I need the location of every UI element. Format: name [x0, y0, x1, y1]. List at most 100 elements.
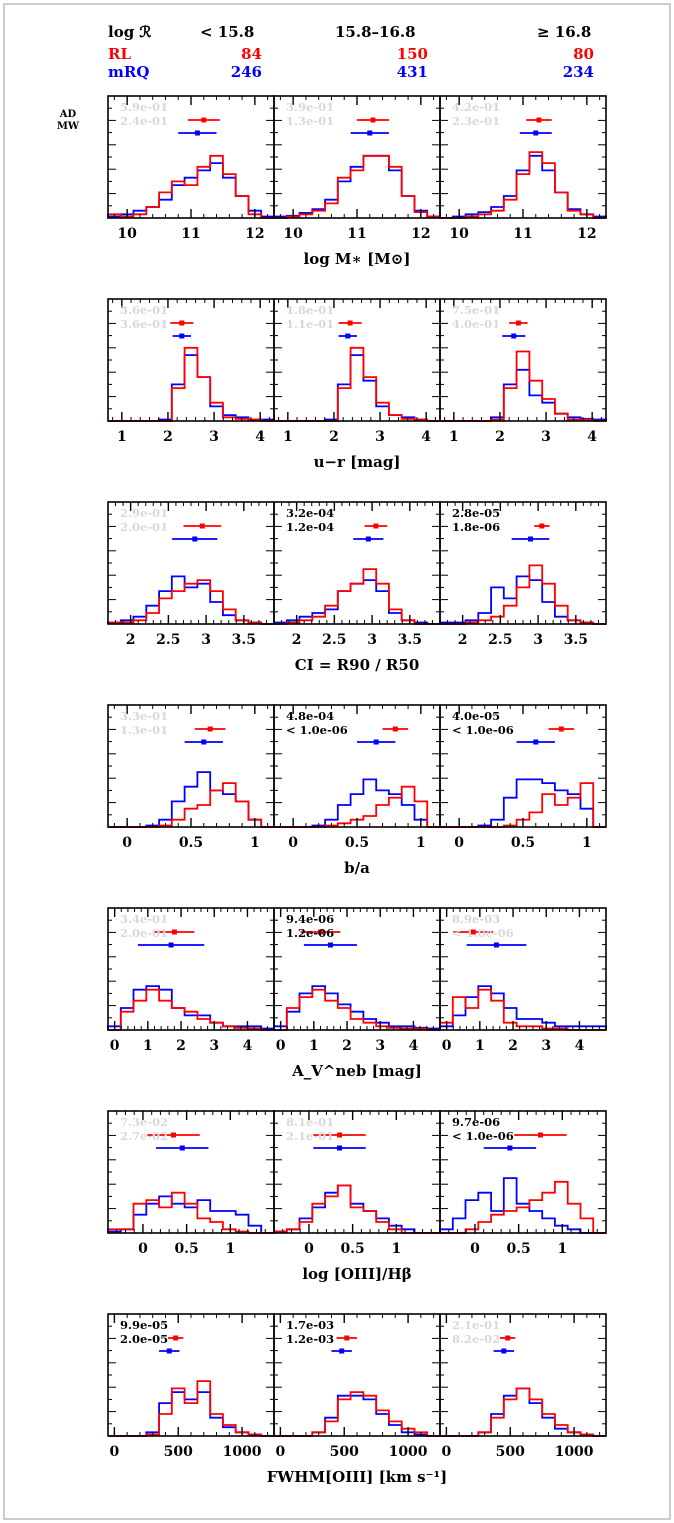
x-axis-label: CI = R90 / R50	[295, 656, 420, 674]
tick-label: 4	[255, 429, 265, 445]
tick-label: 11	[181, 226, 200, 242]
mrq-count-2: 431	[397, 63, 428, 81]
tick-label: 3	[201, 632, 211, 648]
tick-label: 0	[110, 1444, 120, 1460]
mw-pvalue: 1.3e-01	[120, 723, 168, 737]
rl-histogram	[274, 568, 440, 625]
tick-label: 1	[475, 1038, 485, 1054]
tick-label: 0	[288, 835, 298, 851]
ad-pvalue: 3.2e-04	[286, 506, 334, 520]
ad-pvalue: 2.8e-05	[452, 506, 500, 520]
tick-label: 500	[330, 1444, 359, 1460]
rl-histogram	[439, 988, 606, 1031]
rl-marker-point	[470, 929, 476, 935]
mw-pvalue: 2.0e-01	[120, 520, 168, 534]
rl-marker-point	[199, 523, 205, 529]
panel-4-3: 0 0.5 1 4.0e-05< 1.0e-06	[439, 704, 607, 851]
tick-label: 11	[513, 226, 532, 242]
tick-label: 10	[449, 226, 469, 242]
tick-label: 500	[164, 1444, 193, 1460]
rl-marker-point	[515, 320, 521, 326]
panel-1-3: 10 11 12 4.2e-012.3e-01	[439, 95, 607, 242]
mrq-marker-point	[367, 130, 373, 136]
rl-marker-point	[347, 320, 353, 326]
mw-pvalue: 2.0e-01	[120, 926, 168, 940]
rl-histogram	[274, 154, 441, 219]
mw-pvalue: 1.1e-01	[286, 317, 334, 331]
mw-pvalue: < 1.0e-06	[286, 723, 348, 737]
figure-border	[3, 3, 671, 1520]
mrq-marker-point	[528, 536, 534, 542]
mw-pvalue: 2.0e-05	[120, 1332, 168, 1346]
x-axis-label: log M∗ [M⊙]	[304, 250, 411, 268]
row-6: 0 0.5 17.3e-022.7e-020 0.5 18.1e-012.1e-010 0…	[107, 1110, 607, 1283]
tick-label: 0	[454, 835, 464, 851]
mw-pvalue: < 1.0e-06	[452, 723, 514, 737]
ad-pvalue: 1.8e-01	[286, 303, 334, 317]
rl-marker-point	[373, 523, 379, 529]
tick-label: 0	[276, 1038, 286, 1054]
rl-histogram	[107, 579, 274, 625]
mrq-marker-point	[373, 739, 379, 745]
rl-marker-point	[558, 726, 564, 732]
mw-pvalue: < 1.0e-06	[452, 1129, 514, 1143]
mrq-marker-point	[339, 1348, 345, 1354]
tick-label: 4	[243, 1038, 253, 1054]
mw-pvalue: 2.3e-01	[452, 114, 500, 128]
tick-label: 1	[582, 835, 592, 851]
tick-label: 2	[292, 632, 302, 648]
tick-label: 2	[176, 1038, 186, 1054]
mrq-marker-point	[493, 942, 499, 948]
ad-pvalue: 9.7e-06	[452, 1115, 500, 1129]
x-axis-label: u−r [mag]	[314, 453, 401, 471]
tick-label: 4	[587, 429, 597, 445]
rl-histogram	[440, 564, 606, 625]
ad-pvalue: 4.8e-04	[286, 709, 334, 723]
mrq-histogram	[439, 985, 607, 1030]
panel-1-1: 10 11 12 5.9e-012.4e-01	[107, 95, 275, 242]
mw-pvalue: 1.8e-06	[452, 520, 500, 534]
row-7: 0 500 1000 9.9e-052.0e-05 0 500 1000 1.7e-031.2…	[107, 1313, 607, 1486]
tick-label: 0	[442, 1444, 452, 1460]
tick-label: 1	[309, 1038, 319, 1054]
stat-label-mw: MW	[57, 121, 80, 132]
ad-pvalue: 5.9e-01	[120, 100, 168, 114]
tick-label: 4	[421, 429, 431, 445]
tick-label: 3.5	[232, 632, 256, 648]
mrq-histogram	[274, 778, 440, 828]
tick-label: 1	[225, 1241, 235, 1257]
tick-label: 1	[250, 835, 260, 851]
ad-pvalue: 3.3e-01	[120, 709, 168, 723]
panel-6-1: 0 0.5 1 7.3e-022.7e-02	[107, 1110, 275, 1257]
mrq-histogram	[439, 1177, 606, 1234]
x-axis-label: A_V^neb [mag]	[291, 1062, 422, 1080]
rl-histogram	[108, 988, 274, 1031]
mrq-marker-point	[501, 1348, 507, 1354]
header-bin-1: < 15.8	[200, 23, 254, 41]
mw-pvalue: 2.7e-02	[120, 1129, 168, 1143]
panel-4-1: 0 0.5 1 3.3e-011.3e-01	[107, 704, 275, 851]
tick-label: 12	[577, 226, 596, 242]
rl-count-3: 80	[573, 45, 594, 63]
rl-marker-point	[370, 117, 376, 123]
panel-5-1: 0 1 2 3 4 3.4e-012.0e-01	[107, 907, 275, 1054]
panel-3-1: 2 2.5 3 3.5 2.9e-012.0e-01	[107, 501, 275, 648]
tick-label: 0	[470, 1241, 480, 1257]
tick-label: 1	[143, 1038, 153, 1054]
rl-histogram	[107, 1191, 274, 1234]
tick-label: 0	[122, 835, 132, 851]
tick-label: 2.5	[156, 632, 180, 648]
panel-1-2: 10 11 12 3.9e-011.3e-01	[273, 95, 441, 242]
tick-label: 11	[347, 226, 366, 242]
tick-label: 0	[110, 1038, 120, 1054]
rl-histogram	[108, 1380, 274, 1437]
tick-label: 1	[557, 1241, 567, 1257]
rl-marker-point	[201, 117, 207, 123]
tick-label: 3	[541, 1038, 551, 1054]
panel-5-3: 0 1 2 3 4 8.9e-03< 1.0e-06	[439, 907, 607, 1054]
mrq-marker-point	[533, 739, 539, 745]
mrq-marker-point	[511, 333, 517, 339]
tick-label: 12	[245, 226, 264, 242]
mw-pvalue: 1.2e-04	[286, 520, 334, 534]
